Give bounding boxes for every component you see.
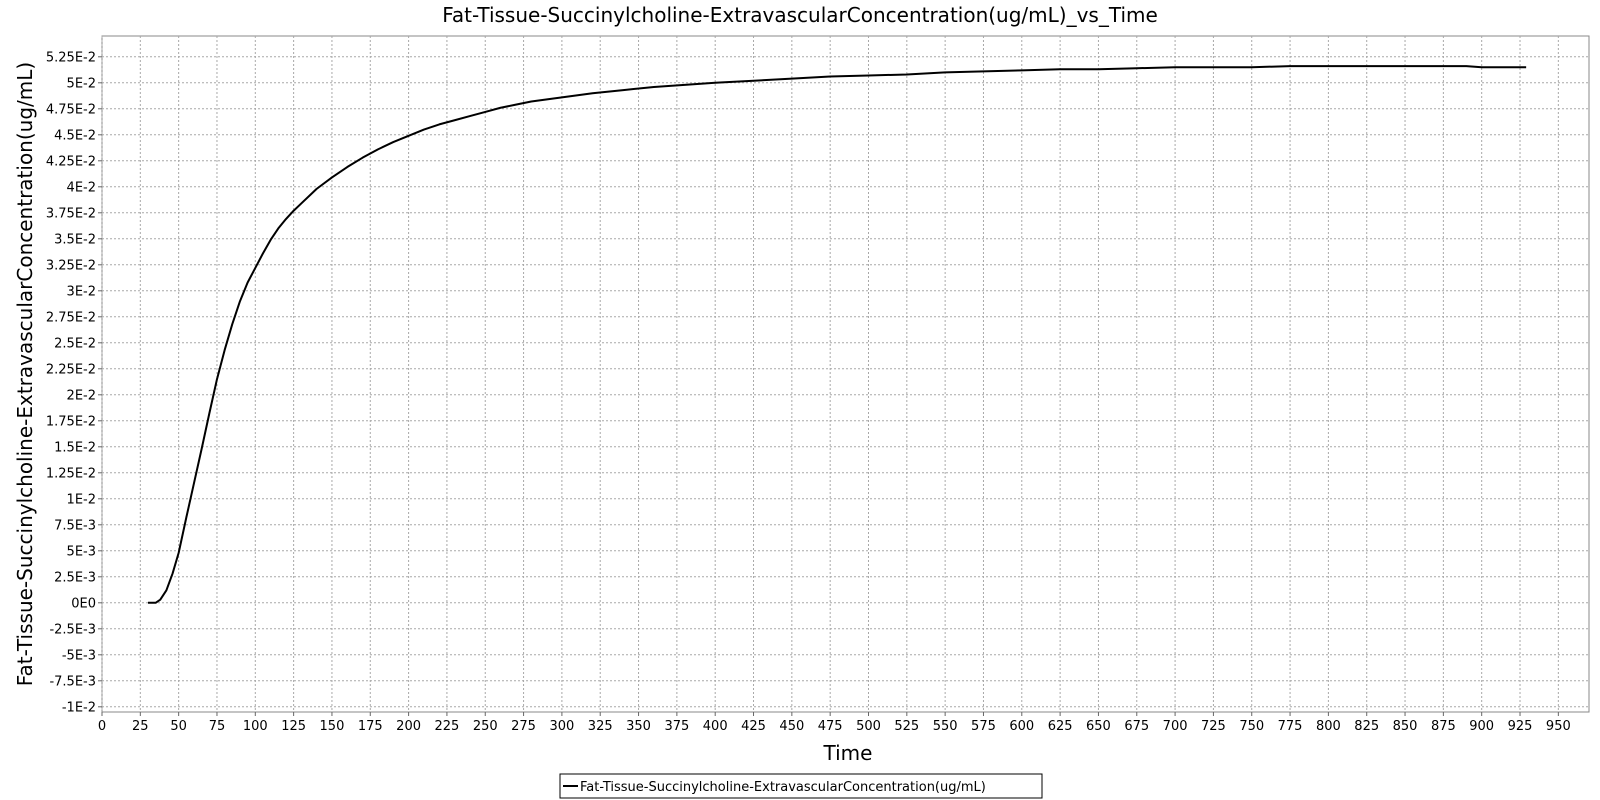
- y-tick-label: 3.25E-2: [46, 258, 96, 273]
- y-tick-label: 7.5E-3: [54, 518, 96, 533]
- x-tick-label: 850: [1393, 719, 1418, 734]
- x-tick-label: 550: [933, 719, 958, 734]
- y-tick-label: -5E-3: [62, 648, 96, 663]
- y-tick-label: -1E-2: [62, 700, 96, 715]
- x-tick-label: 300: [549, 719, 574, 734]
- x-tick-label: 125: [281, 719, 306, 734]
- y-tick-label: 2.5E-3: [54, 570, 96, 585]
- x-tick-label: 325: [588, 719, 613, 734]
- legend-label: Fat-Tissue-Succinylcholine-Extravascular…: [580, 780, 986, 795]
- x-tick-label: 75: [209, 719, 226, 734]
- x-tick-label: 50: [170, 719, 187, 734]
- y-tick-label: 1E-2: [67, 492, 96, 507]
- chart-title: Fat-Tissue-Succinylcholine-Extravascular…: [442, 3, 1158, 27]
- x-tick-label: 150: [320, 719, 345, 734]
- y-tick-label: 4E-2: [67, 180, 96, 195]
- x-tick-label: 275: [511, 719, 536, 734]
- y-tick-label: 3.75E-2: [46, 206, 96, 221]
- x-tick-label: 225: [435, 719, 460, 734]
- y-tick-label: 3.5E-2: [54, 232, 96, 247]
- legend: Fat-Tissue-Succinylcholine-Extravascular…: [559, 773, 1043, 799]
- y-tick-label: 1.75E-2: [46, 414, 96, 429]
- x-tick-label: 25: [132, 719, 149, 734]
- legend-box: [559, 773, 1043, 799]
- x-tick-label: 700: [1163, 719, 1188, 734]
- y-tick-label: 3E-2: [67, 284, 96, 299]
- y-tick-label: -2.5E-3: [49, 622, 96, 637]
- x-tick-label: 725: [1201, 719, 1226, 734]
- x-tick-label: 800: [1316, 719, 1341, 734]
- y-tick-label: 2.25E-2: [46, 362, 96, 377]
- y-axis-title: Fat-Tissue-Succinylcholine-Extravascular…: [13, 62, 37, 686]
- x-tick-label: 0: [98, 719, 106, 734]
- x-tick-label: 950: [1546, 719, 1571, 734]
- x-tick-label: 675: [1124, 719, 1149, 734]
- y-tick-label: 0E0: [71, 596, 96, 611]
- y-tick-label: 2.5E-2: [54, 336, 96, 351]
- x-tick-label: 575: [971, 719, 996, 734]
- y-tick-label: 4.25E-2: [46, 154, 96, 169]
- x-tick-label: 925: [1508, 719, 1533, 734]
- x-tick-label: 625: [1048, 719, 1073, 734]
- grid: [101, 36, 1589, 712]
- x-tick-label: 175: [358, 719, 383, 734]
- x-tick-label: 350: [626, 719, 651, 734]
- x-tick-label: 250: [473, 719, 498, 734]
- y-tick-label: 1.5E-2: [54, 440, 96, 455]
- y-axis-ticks: -1E-2 -7.5E-3 -5E-3 -2.5E-3 0E0 2.5E-3 5E-3 7.5…: [46, 50, 102, 715]
- y-tick-label: 2E-2: [67, 388, 96, 403]
- x-tick-label: 375: [664, 719, 689, 734]
- x-tick-label: 400: [703, 719, 728, 734]
- y-tick-label: 2.75E-2: [46, 310, 96, 325]
- y-tick-label: 4.75E-2: [46, 102, 96, 117]
- x-tick-label: 200: [396, 719, 421, 734]
- x-tick-label: 875: [1431, 719, 1456, 734]
- y-tick-label: 4.5E-2: [54, 128, 96, 143]
- series-line: [147, 65, 1527, 604]
- y-tick-label: -7.5E-3: [49, 674, 96, 689]
- y-tick-label: 5E-3: [67, 544, 96, 559]
- x-tick-label: 900: [1469, 719, 1494, 734]
- x-axis-title: Time: [823, 741, 873, 765]
- y-tick-label: 5E-2: [67, 76, 96, 91]
- x-tick-label: 775: [1278, 719, 1303, 734]
- x-tick-label: 475: [818, 719, 843, 734]
- x-tick-label: 600: [1009, 719, 1034, 734]
- x-tick-label: 500: [856, 719, 881, 734]
- x-tick-label: 525: [894, 719, 919, 734]
- x-tick-label: 100: [243, 719, 268, 734]
- y-tick-label: 1.25E-2: [46, 466, 96, 481]
- x-tick-label: 650: [1086, 719, 1111, 734]
- plot-area: [101, 35, 1590, 713]
- x-tick-label: 825: [1354, 719, 1379, 734]
- x-tick-label: 750: [1239, 719, 1264, 734]
- series-layer: [147, 65, 1527, 604]
- x-tick-label: 425: [741, 719, 766, 734]
- y-tick-label: 5.25E-2: [46, 50, 96, 65]
- x-axis-ticks: 0 25 50 75 100 125 150 175 200 225 250 275 300 325 350…: [98, 712, 1571, 734]
- x-tick-label: 450: [779, 719, 804, 734]
